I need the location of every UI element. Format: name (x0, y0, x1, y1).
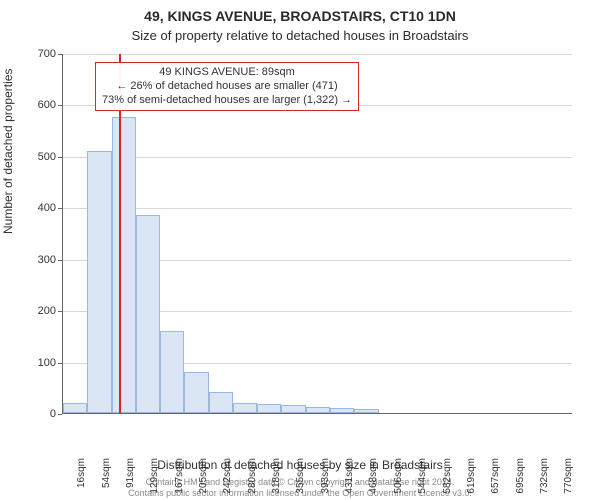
histogram-bar (87, 151, 111, 413)
x-tick-label: 506sqm (393, 458, 404, 494)
y-tick-label: 200 (16, 305, 56, 317)
histogram-bar (184, 372, 208, 413)
x-tick-label: 16sqm (76, 458, 87, 488)
y-tick-mark (58, 414, 62, 415)
x-tick-label: 582sqm (442, 458, 453, 494)
y-tick-mark (58, 311, 62, 312)
y-tick-mark (58, 105, 62, 106)
histogram-bar (63, 403, 87, 413)
property-size-chart: 49, KINGS AVENUE, BROADSTAIRS, CT10 1DN … (0, 0, 600, 500)
x-tick-label: 544sqm (417, 458, 428, 494)
histogram-bar (330, 408, 354, 413)
x-tick-label: 54sqm (101, 458, 112, 488)
y-tick-label: 600 (16, 99, 56, 111)
histogram-bar (354, 409, 378, 413)
histogram-bar (281, 405, 305, 413)
grid-line (63, 54, 572, 55)
x-tick-label: 431sqm (344, 458, 355, 494)
x-tick-label: 91sqm (125, 458, 136, 488)
x-tick-label: 205sqm (198, 458, 209, 494)
x-tick-label: 619sqm (466, 458, 477, 494)
y-tick-label: 100 (16, 357, 56, 369)
y-tick-mark (58, 208, 62, 209)
histogram-bar (160, 331, 184, 413)
grid-line (63, 208, 572, 209)
x-tick-label: 318sqm (271, 458, 282, 494)
annotation-line-3: 73% of semi-detached houses are larger (… (102, 94, 352, 108)
x-tick-label: 355sqm (295, 458, 306, 494)
y-tick-mark (58, 157, 62, 158)
y-tick-mark (58, 363, 62, 364)
annotation-box: 49 KINGS AVENUE: 89sqm ← 26% of detached… (95, 62, 359, 111)
histogram-bar (209, 392, 233, 413)
x-tick-label: 732sqm (539, 458, 550, 494)
y-tick-mark (58, 260, 62, 261)
histogram-bar (257, 404, 281, 413)
y-tick-label: 700 (16, 48, 56, 60)
x-tick-label: 393sqm (320, 458, 331, 494)
y-tick-label: 500 (16, 151, 56, 163)
y-tick-label: 400 (16, 202, 56, 214)
x-tick-label: 167sqm (174, 458, 185, 494)
y-tick-mark (58, 54, 62, 55)
x-tick-label: 280sqm (247, 458, 258, 494)
y-tick-label: 300 (16, 254, 56, 266)
histogram-bar (112, 117, 136, 413)
x-tick-label: 468sqm (368, 458, 379, 494)
histogram-bar (306, 407, 330, 413)
histogram-bar (136, 215, 160, 413)
x-tick-label: 657sqm (490, 458, 501, 494)
x-tick-label: 695sqm (515, 458, 526, 494)
chart-subtitle: Size of property relative to detached ho… (0, 26, 600, 43)
x-tick-label: 242sqm (222, 458, 233, 494)
y-axis-label: Number of detached properties (1, 69, 15, 234)
annotation-line-2: ← 26% of detached houses are smaller (47… (102, 80, 352, 94)
grid-line (63, 157, 572, 158)
y-tick-label: 0 (16, 408, 56, 420)
annotation-line-1: 49 KINGS AVENUE: 89sqm (102, 66, 352, 80)
x-tick-label: 770sqm (563, 458, 574, 494)
x-tick-label: 129sqm (149, 458, 160, 494)
chart-title: 49, KINGS AVENUE, BROADSTAIRS, CT10 1DN (0, 0, 600, 26)
histogram-bar (233, 403, 257, 413)
